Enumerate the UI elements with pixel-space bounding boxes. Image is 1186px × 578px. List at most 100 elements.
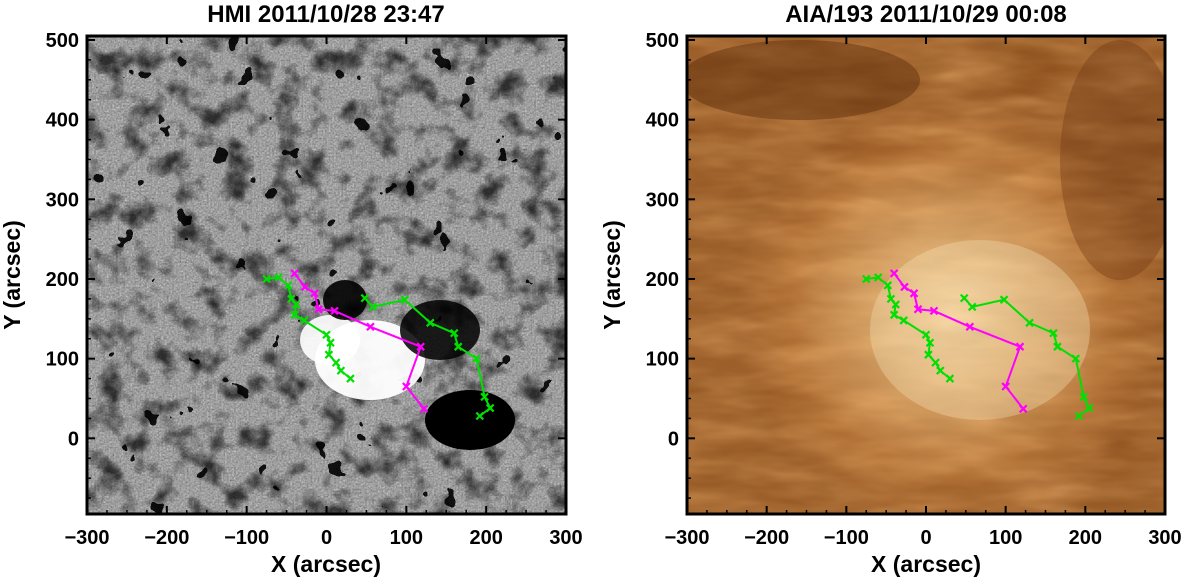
aia-green-track-marker xyxy=(936,366,945,375)
hmi-tracks xyxy=(262,269,495,421)
hmi-green-track-marker xyxy=(262,274,271,284)
hmi-magnetogram-image xyxy=(87,36,566,514)
aia-title: AIA/193 2011/10/29 00:08 xyxy=(785,1,1067,28)
hmi-green-track-east-marker xyxy=(426,318,435,328)
hmi-magenta-track-marker xyxy=(290,269,299,278)
hmi-magenta-track-marker xyxy=(314,304,323,314)
hmi-magenta-track-marker xyxy=(310,289,319,298)
hmi-xtick-label: −300 xyxy=(64,527,109,549)
hmi-green-track-marker xyxy=(324,350,334,359)
aia-green-track-east-marker xyxy=(1079,392,1089,402)
aia-ytick-label: 200 xyxy=(646,269,679,291)
hmi-xtick-label: 300 xyxy=(549,527,582,549)
hmi-green-track-marker xyxy=(283,281,293,290)
hmi-xtick-label: −100 xyxy=(224,527,269,549)
aia-green-track-marker xyxy=(931,358,940,367)
hmi-ytick-label: 300 xyxy=(46,189,79,211)
aia-tracks xyxy=(861,269,1094,421)
hmi-green-track-marker xyxy=(326,338,335,347)
aia-green-track-east-marker xyxy=(1049,328,1058,338)
aia-green-track-marker xyxy=(925,338,935,347)
hmi-magenta-track-marker xyxy=(330,306,339,316)
hmi-green-track-marker xyxy=(290,310,299,320)
aia-green-track-marker xyxy=(889,310,899,320)
aia-green-track-east-marker xyxy=(1071,354,1081,363)
hmi-green-track-east-marker xyxy=(472,354,481,363)
aia-xtick-label: 100 xyxy=(989,527,1022,549)
hmi-panel: HMI 2011/10/28 23:47 −300 −200 −100 0 100 200… xyxy=(0,1,583,577)
hmi-green-track-east-marker xyxy=(475,411,485,421)
hmi-ytick-label: 400 xyxy=(46,110,79,132)
aia-ytick-label: 300 xyxy=(646,189,679,211)
hmi-green-track-marker xyxy=(291,300,301,309)
aia-green-track-east-marker xyxy=(959,293,969,303)
hmi-magenta-track-marker xyxy=(300,282,310,292)
hmi-magenta-track-marker xyxy=(419,404,429,414)
aia-ytick-label: 500 xyxy=(646,30,679,52)
hmi-ytick-label: 0 xyxy=(68,428,79,450)
aia-panel: AIA/193 2011/10/29 00:08 −300 −200 −100 0 10… xyxy=(599,1,1182,577)
aia-193-image xyxy=(687,36,1165,514)
aia-ytick-label: 400 xyxy=(646,110,679,132)
hmi-xtick-label: 0 xyxy=(321,527,332,549)
aia-green-track-marker xyxy=(873,273,883,282)
hmi-green-track-marker xyxy=(336,366,346,375)
aia-green-track-east-marker xyxy=(1053,342,1062,351)
aia-magenta-track-marker xyxy=(1018,404,1028,414)
aia-magenta-track-marker xyxy=(1015,342,1025,351)
aia-xtick-label: 300 xyxy=(1148,527,1181,549)
hmi-xtick-label: 100 xyxy=(390,527,423,549)
aia-green-track-east-marker xyxy=(1074,411,1084,421)
hmi-green-track-east-marker xyxy=(485,403,495,413)
aia-xtick-label: 200 xyxy=(1069,527,1102,549)
aia-green-track-east-marker xyxy=(999,295,1009,304)
aia-magenta-track-marker xyxy=(929,306,939,316)
hmi-xlabel: X (arcsec) xyxy=(271,551,381,577)
aia-xtick-label: −200 xyxy=(744,527,789,549)
aia-magenta-track-marker xyxy=(965,322,975,332)
aia-axes: −300 −200 −100 0 100 200 300 0 100 200 300 400 500 xyxy=(646,30,1182,549)
aia-xtick-label: −300 xyxy=(664,527,709,549)
hmi-xtick-label: −200 xyxy=(144,527,189,549)
aia-xtick-label: −100 xyxy=(824,527,869,549)
aia-green-track-east-marker xyxy=(1085,403,1094,413)
aia-green-track-marker xyxy=(921,330,931,340)
hmi-green-track-east-marker xyxy=(360,293,370,303)
aia-green-track-marker xyxy=(891,300,901,309)
aia-magenta-track-marker xyxy=(900,282,909,292)
aia-green-track-marker xyxy=(899,316,908,325)
aia-green-track-east-line xyxy=(963,297,1091,417)
aia-green-track-marker xyxy=(924,350,933,359)
hmi-green-track-east-marker xyxy=(453,342,463,351)
hmi-magenta-track-marker xyxy=(402,382,411,391)
hmi-green-track-marker xyxy=(322,330,331,340)
hmi-green-track-east-line xyxy=(364,297,492,417)
hmi-green-track-east-marker xyxy=(400,295,410,304)
hmi-xtick-label: 200 xyxy=(469,527,502,549)
hmi-axes: −300 −200 −100 0 100 200 300 0 100 200 300 400 500 xyxy=(46,30,583,549)
hmi-green-track-marker xyxy=(274,273,283,282)
aia-ytick-label: 0 xyxy=(668,428,679,450)
aia-magenta-track-marker xyxy=(889,269,899,278)
aia-green-track-marker xyxy=(945,374,955,383)
hmi-green-track-marker xyxy=(346,374,355,383)
hmi-green-track-east-marker xyxy=(449,328,459,338)
aia-green-track-marker xyxy=(861,274,871,284)
aia-magenta-track-marker xyxy=(1001,382,1010,391)
aia-magenta-track-marker xyxy=(913,304,923,314)
hmi-green-track-east-marker xyxy=(480,392,489,402)
aia-magenta-track-marker xyxy=(909,289,919,298)
hmi-ytick-label: 200 xyxy=(46,269,79,291)
aia-green-track-east-marker xyxy=(967,302,977,312)
hmi-green-track-east-marker xyxy=(368,302,378,312)
hmi-title: HMI 2011/10/28 23:47 xyxy=(207,1,445,28)
aia-ytick-label: 100 xyxy=(646,349,679,371)
hmi-green-track-marker xyxy=(331,358,341,367)
hmi-green-track-marker xyxy=(299,316,309,325)
hmi-ytick-label: 100 xyxy=(46,349,79,371)
aia-green-track-east-marker xyxy=(1025,318,1034,328)
aia-ylabel: Y (arcsec) xyxy=(599,220,625,330)
aia-xtick-label: 0 xyxy=(920,527,931,549)
aia-green-track-marker xyxy=(883,281,893,290)
